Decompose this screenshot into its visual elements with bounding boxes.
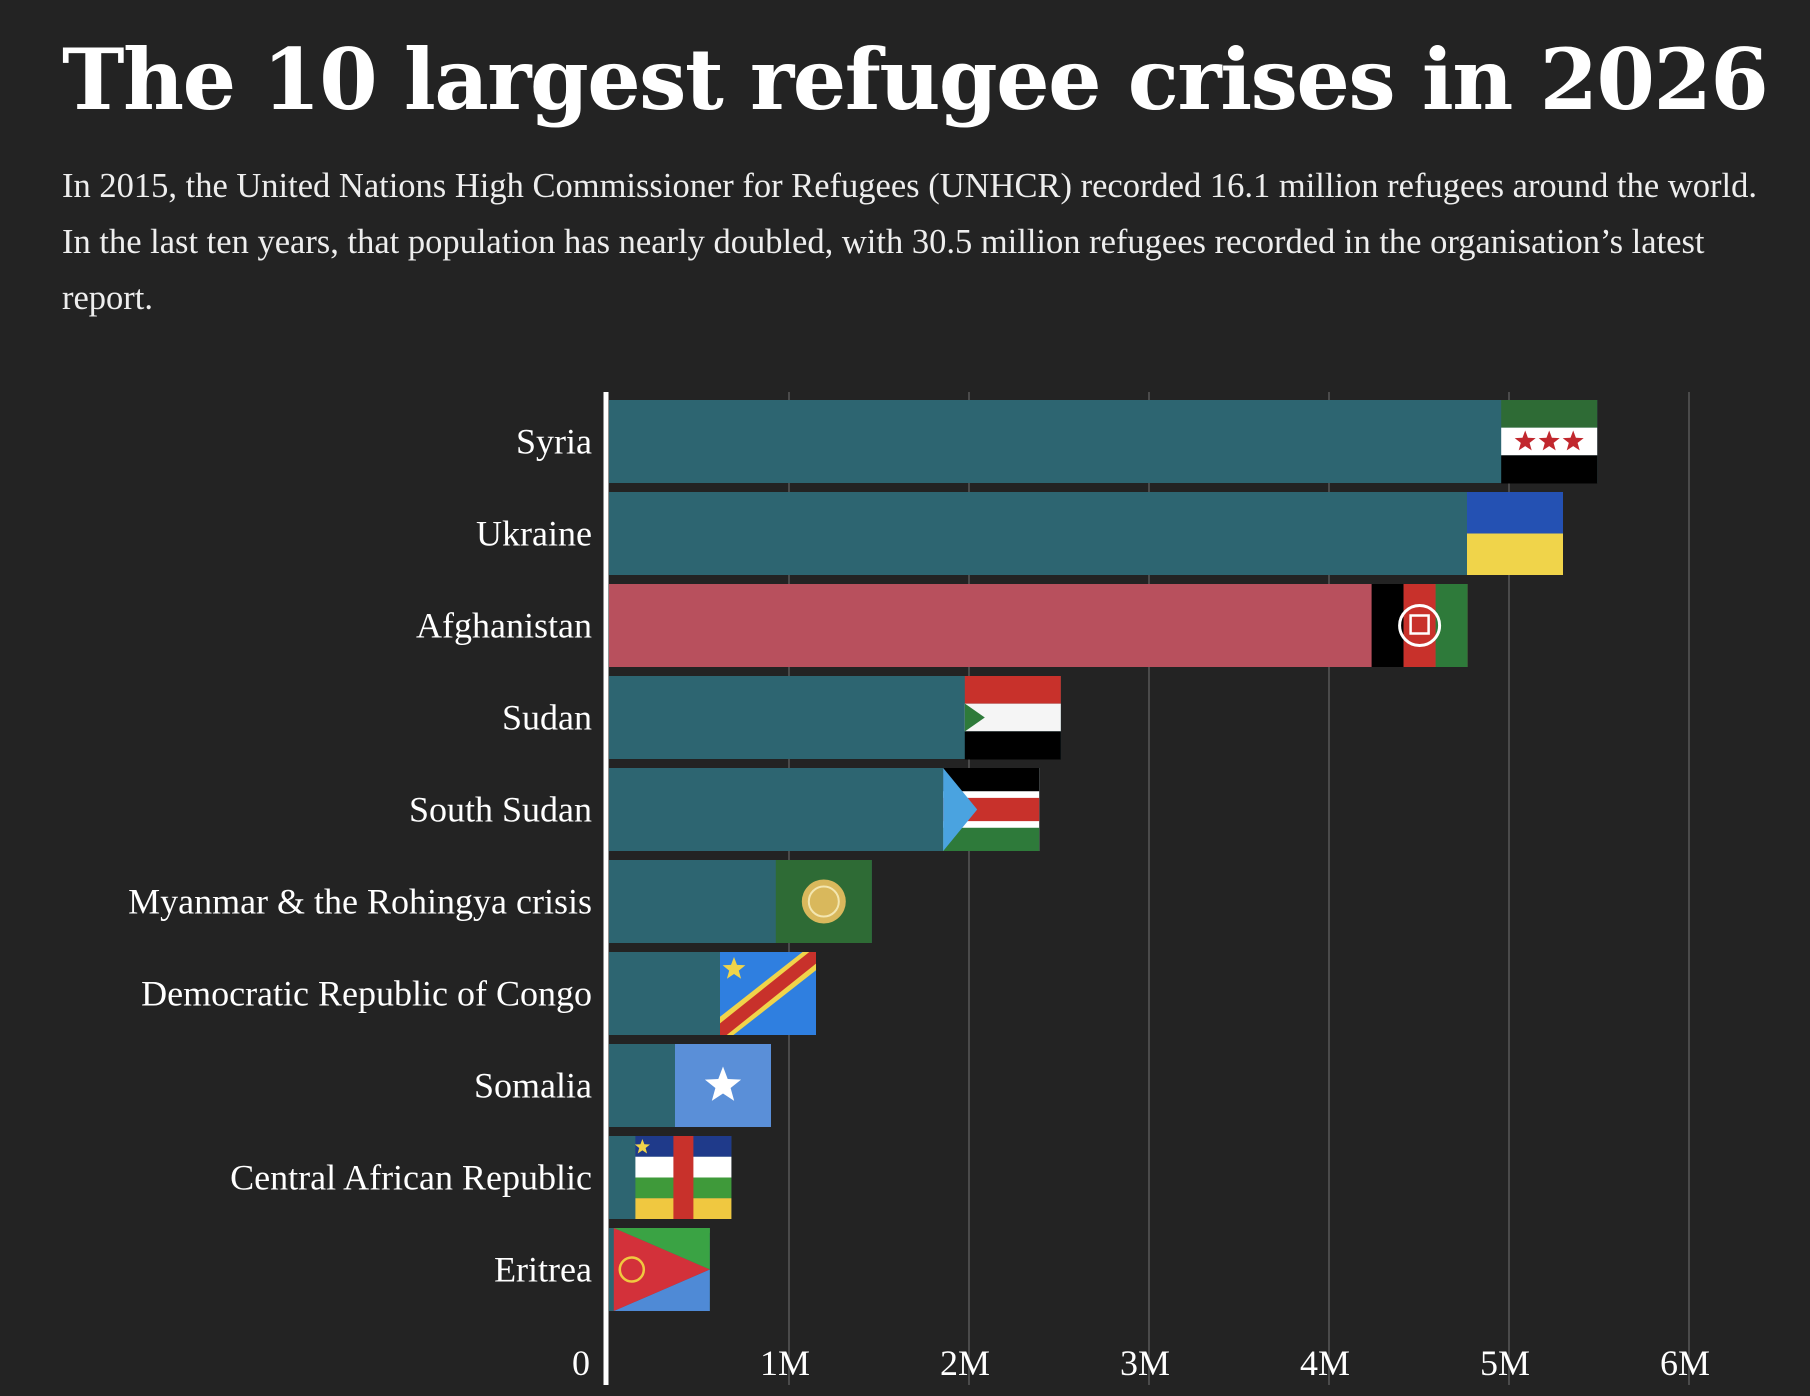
bar-afghanistan — [609, 584, 1468, 667]
syria-flag-icon — [1501, 400, 1598, 484]
x-tick-label: 2M — [940, 1343, 990, 1383]
category-label: South Sudan — [409, 790, 592, 830]
x-tick-label: 4M — [1300, 1343, 1350, 1383]
chart-title: The 10 largest refugee crises in 2026 — [62, 30, 1769, 129]
category-label: Somalia — [474, 1066, 592, 1106]
bars — [609, 400, 1598, 1311]
category-label: Democratic Republic of Congo — [141, 974, 592, 1014]
category-label: Myanmar & the Rohingya crisis — [128, 882, 592, 922]
car-flag-icon — [634, 1136, 732, 1219]
x-tick-label: 3M — [1120, 1343, 1170, 1383]
ukraine-flag-icon — [1467, 492, 1563, 575]
category-label: Central African Republic — [230, 1158, 592, 1198]
bar-syria — [609, 400, 1598, 483]
somalia-flag-icon — [675, 1044, 771, 1127]
x-tick-label: 0 — [572, 1343, 590, 1383]
chart-subtitle: In 2015, the United Nations High Commiss… — [62, 167, 1757, 317]
x-axis-ticks: 0 1M 2M 3M 4M 5M 6M — [572, 1343, 1710, 1383]
rohingya-flag-icon — [775, 860, 872, 943]
x-tick-label: 1M — [760, 1343, 810, 1383]
category-label: Sudan — [502, 698, 592, 738]
eritrea-flag-icon — [613, 1228, 710, 1311]
category-label: Eritrea — [494, 1250, 592, 1290]
afghanistan-flag-icon — [1371, 584, 1468, 667]
dr-congo-flag-icon — [720, 952, 816, 1035]
x-tick-label: 5M — [1480, 1343, 1530, 1383]
category-label: Afghanistan — [416, 606, 592, 646]
category-labels: Syria Ukraine Afghanistan Sudan South Sudan M… — [128, 422, 592, 1290]
category-label: Ukraine — [476, 514, 592, 554]
flags — [613, 400, 1598, 1311]
bar-ukraine — [609, 492, 1563, 575]
south-sudan-flag-icon — [943, 768, 1040, 851]
sudan-flag-icon — [964, 676, 1061, 760]
x-tick-label: 6M — [1660, 1343, 1710, 1383]
category-label: Syria — [516, 422, 592, 462]
